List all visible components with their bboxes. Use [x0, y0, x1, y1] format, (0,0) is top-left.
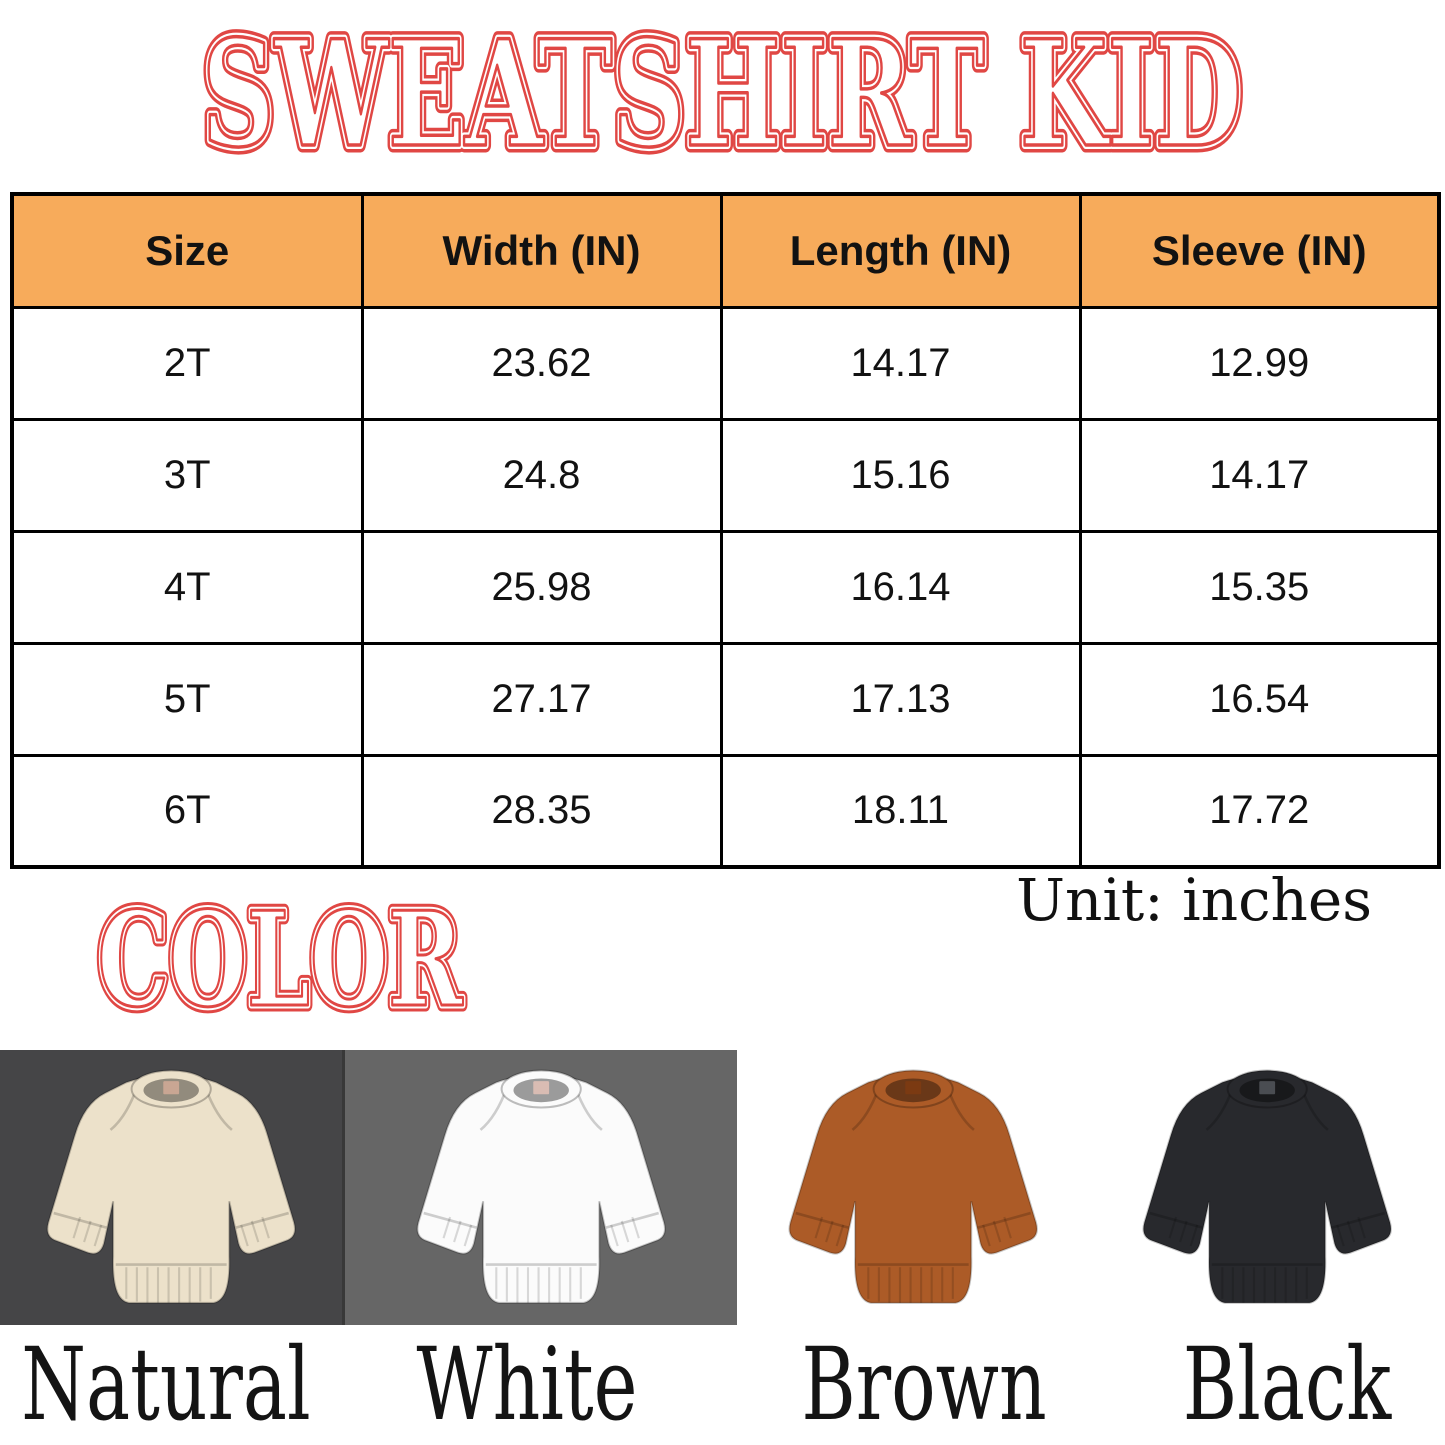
- length-cell: 14.17: [719, 305, 1082, 421]
- color-heading-outline-mid: COLOR: [98, 888, 464, 1020]
- color-label-natural: Natural: [21, 1326, 311, 1443]
- col-header-width: Width (IN): [360, 192, 723, 309]
- size-row-6t: 6T 28.35 18.11 17.72: [10, 753, 1441, 869]
- size-cell: 6T: [10, 753, 364, 869]
- sweatshirt-graphic-natural: [26, 1056, 316, 1320]
- size-cell: 4T: [10, 529, 364, 645]
- product-photo-black: [1090, 1050, 1445, 1325]
- product-photo-brown: [737, 1050, 1090, 1325]
- size-table-container: Size Width (IN) Length (IN) Sleeve (IN) …: [10, 192, 1441, 869]
- length-cell: 17.13: [719, 641, 1082, 757]
- size-row-4t: 4T 25.98 16.14 15.35: [10, 529, 1441, 645]
- length-cell: 18.11: [719, 753, 1082, 869]
- page-title-outline-mid: SWEATSHIRT KID: [202, 9, 1242, 170]
- width-cell: 28.35: [360, 753, 723, 869]
- sleeve-cell: 12.99: [1078, 305, 1441, 421]
- size-cell: 2T: [10, 305, 364, 421]
- length-cell: 15.16: [719, 417, 1082, 533]
- length-cell: 16.14: [719, 529, 1082, 645]
- col-header-length: Length (IN): [719, 192, 1082, 309]
- unit-note: Unit: inches: [1016, 866, 1372, 934]
- width-cell: 25.98: [360, 529, 723, 645]
- sleeve-cell: 14.17: [1078, 417, 1441, 533]
- page-title-text: SWEATSHIRT KID: [202, 9, 1242, 170]
- color-heading-outline-outer: COLOR: [98, 888, 464, 1020]
- page-title-outline-outer: SWEATSHIRT KID: [202, 9, 1242, 170]
- size-cell: 3T: [10, 417, 364, 533]
- width-cell: 24.8: [360, 417, 723, 533]
- sleeve-cell: 16.54: [1078, 641, 1441, 757]
- sleeve-cell: 15.35: [1078, 529, 1441, 645]
- color-label-brown: Brown: [801, 1326, 1047, 1443]
- sleeve-cell: 17.72: [1078, 753, 1441, 869]
- product-photo-natural: [0, 1050, 342, 1325]
- width-cell: 23.62: [360, 305, 723, 421]
- color-label-white: White: [416, 1326, 638, 1443]
- product-photo-white: [342, 1050, 737, 1325]
- color-heading-text: COLOR: [98, 888, 464, 1020]
- size-row-3t: 3T 24.8 15.16 14.17: [10, 417, 1441, 533]
- color-label-black: Black: [1182, 1326, 1392, 1443]
- size-table: Size Width (IN) Length (IN) Sleeve (IN) …: [10, 192, 1441, 869]
- page-title: SWEATSHIRT KID SWEATSHIRT KID SWEATSHIRT…: [195, 2, 1250, 171]
- sweatshirt-graphic-white: [396, 1056, 686, 1320]
- color-section-heading: COLOR COLOR COLOR: [91, 888, 470, 1020]
- col-header-size: Size: [10, 192, 364, 309]
- sweatshirt-graphic-black: [1122, 1056, 1412, 1320]
- sweatshirt-graphic-brown: [768, 1056, 1058, 1320]
- size-row-5t: 5T 27.17 17.13 16.54: [10, 641, 1441, 757]
- col-header-sleeve: Sleeve (IN): [1078, 192, 1441, 309]
- size-row-2t: 2T 23.62 14.17 12.99: [10, 305, 1441, 421]
- size-table-header-row: Size Width (IN) Length (IN) Sleeve (IN): [10, 192, 1441, 309]
- width-cell: 27.17: [360, 641, 723, 757]
- size-cell: 5T: [10, 641, 364, 757]
